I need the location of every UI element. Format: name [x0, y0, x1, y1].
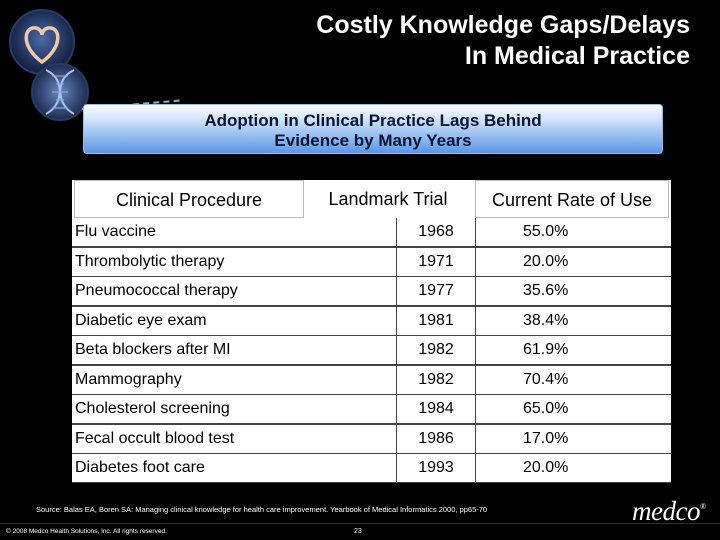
rate-cell: 65.0%: [476, 395, 671, 423]
procedure-cell: Fecal occult blood test: [72, 424, 396, 453]
trial-year-cell: 1968: [397, 218, 475, 246]
copyright-notice: © 2008 Medco Health Solutions, Inc. All …: [6, 528, 167, 535]
procedure-cell: Pneumococcal therapy: [72, 277, 396, 305]
rate-cell: 70.4%: [476, 365, 671, 394]
procedure-cell: Diabetes foot care: [72, 454, 396, 482]
column-header-procedure: Clinical Procedure: [74, 180, 304, 218]
procedure-cell: Diabetic eye exam: [72, 306, 396, 335]
rate-cell: 61.9%: [476, 336, 671, 364]
table-row: Pneumococcal therapy 1977 35.6%: [72, 277, 671, 307]
footer-divider: [0, 523, 720, 524]
table-row: Fecal occult blood test 1986 17.0%: [72, 424, 671, 455]
medco-logo: medco®: [632, 496, 706, 527]
procedure-cell: Flu vaccine: [72, 218, 396, 246]
trial-year-cell: 1971: [397, 247, 475, 276]
table-row: Beta blockers after MI 1982 61.9%: [72, 336, 671, 366]
subtitle-line-2: Evidence by Many Years: [274, 131, 472, 150]
page-number: 23: [354, 528, 362, 535]
trial-year-cell: 1981: [397, 306, 475, 335]
registered-mark: ®: [699, 502, 706, 511]
brand-name: medco: [632, 496, 700, 526]
table-body: Flu vaccine 1968 55.0% Thrombolytic ther…: [72, 218, 671, 483]
trial-year-cell: 1993: [397, 454, 475, 482]
table-row: Cholesterol screening 1984 65.0%: [72, 395, 671, 425]
table-row: Diabetes foot care 1993 20.0%: [72, 454, 671, 484]
rate-cell: 17.0%: [476, 424, 671, 453]
rate-cell: 38.4%: [476, 306, 671, 335]
procedure-cell: Cholesterol screening: [72, 395, 396, 423]
rate-cell: 20.0%: [476, 454, 671, 482]
adoption-table: Clinical Procedure Landmark Trial Curren…: [72, 180, 671, 483]
table-row: Diabetic eye exam 1981 38.4%: [72, 306, 671, 337]
subtitle-banner: Adoption in Clinical Practice Lags Behin…: [83, 104, 663, 154]
heart-shape: [24, 26, 60, 65]
table-row: Mammography 1982 70.4%: [72, 365, 671, 396]
trial-year-cell: 1982: [397, 336, 475, 364]
table-row: Flu vaccine 1968 55.0%: [72, 218, 671, 248]
procedure-cell: Beta blockers after MI: [72, 336, 396, 364]
title-line-2: In Medical Practice: [464, 42, 690, 70]
rate-cell: 35.6%: [476, 277, 671, 305]
trial-year-cell: 1977: [397, 277, 475, 305]
trial-year-cell: 1984: [397, 395, 475, 423]
slide-title: Costly Knowledge Gaps/Delays In Medical …: [230, 10, 690, 72]
source-citation: Source: Balas EA, Boren SA: Managing cli…: [36, 505, 488, 514]
subtitle-line-1: Adoption in Clinical Practice Lags Behin…: [204, 111, 542, 130]
rate-cell: 55.0%: [476, 218, 671, 246]
dna-strand: [45, 69, 75, 115]
procedure-cell: Thrombolytic therapy: [72, 247, 396, 276]
column-header-rate: Current Rate of Use: [475, 180, 669, 218]
table-row: Thrombolytic therapy 1971 20.0%: [72, 247, 671, 278]
trial-year-cell: 1982: [397, 365, 475, 394]
heart-dna-logo: [0, 0, 110, 125]
procedure-cell: Mammography: [72, 365, 396, 394]
trial-year-cell: 1986: [397, 424, 475, 453]
title-line-1: Costly Knowledge Gaps/Delays: [316, 11, 690, 39]
rate-cell: 20.0%: [476, 247, 671, 276]
column-header-trial: Landmark Trial: [308, 180, 468, 218]
